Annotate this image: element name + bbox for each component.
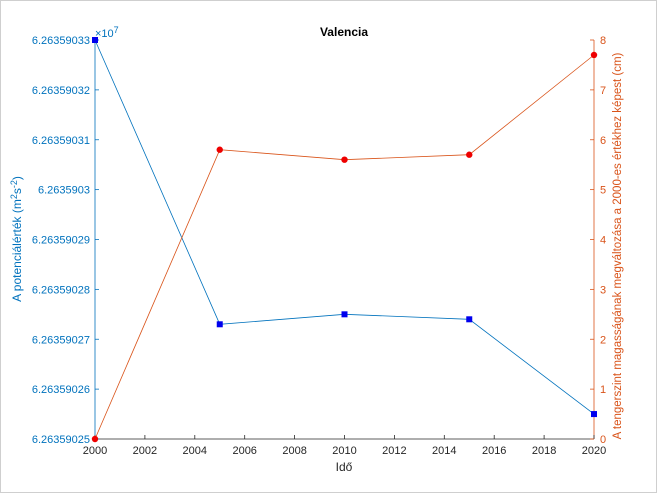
y-left-tick-label: 6.26359032 <box>32 85 90 97</box>
y-right-tick-label: 4 <box>600 235 606 247</box>
y-left-tick-label: 6.26359028 <box>32 284 90 296</box>
x-tick-label: 2000 <box>83 445 107 457</box>
x-tick-label: 2006 <box>232 445 256 457</box>
x-tick-label: 2010 <box>332 445 356 457</box>
series <box>91 37 598 443</box>
x-tick-label: 2018 <box>532 445 556 457</box>
y-right-tick-label: 2 <box>600 334 606 346</box>
data-point-potential <box>216 321 223 328</box>
x-tick-label: 2012 <box>382 445 406 457</box>
y-right-tick-label: 6 <box>600 135 606 147</box>
y-left-tick-label: 6.26359031 <box>32 135 90 147</box>
data-point-sea-level <box>341 156 348 163</box>
y-left-tick-label: 6.26359027 <box>32 334 90 346</box>
ticks: 2000 2002 2004 2006 2008 2010 2012 2014 2016 2018… <box>32 35 606 457</box>
x-tick-label: 2016 <box>482 445 506 457</box>
y-right-tick-label: 3 <box>600 284 606 296</box>
data-point-potential <box>341 311 348 318</box>
data-point-sea-level <box>216 146 223 153</box>
x-tick-label: 2004 <box>183 445 207 457</box>
chart-title: Valencia <box>320 25 368 39</box>
y-right-tick-label: 5 <box>600 185 606 197</box>
y-axis-left-label: A potenciálérték (m2s-2) <box>9 176 24 302</box>
data-point-potential <box>92 37 98 43</box>
y-left-tick-label: 6.26359033 <box>32 35 90 47</box>
y-left-tick-label: 6.26359025 <box>32 434 90 446</box>
y-right-tick-label: 8 <box>600 35 606 47</box>
x-tick-label: 2008 <box>282 445 306 457</box>
left-axis-multiplier: ×107 <box>95 25 119 40</box>
y-left-tick-label: 6.26359029 <box>32 235 90 247</box>
y-right-tick-label: 7 <box>600 85 606 97</box>
y-axis-right-label: A tengerszint magasságának megváltozása … <box>612 52 624 439</box>
plot-area <box>95 40 594 439</box>
y-right-tick-label: 0 <box>600 434 606 446</box>
y-left-tick-label: 6.2635903 <box>38 185 90 197</box>
y-right-tick-label: 1 <box>600 384 606 396</box>
data-point-sea-level <box>466 151 473 158</box>
data-point-potential <box>591 411 597 418</box>
x-tick-label: 2002 <box>133 445 157 457</box>
x-tick-label: 2020 <box>582 445 606 457</box>
y-left-tick-label: 6.26359026 <box>32 384 90 396</box>
data-point-sea-level <box>91 435 99 443</box>
data-point-potential <box>466 316 473 323</box>
x-tick-label: 2014 <box>432 445 456 457</box>
x-axis-label: Idő <box>336 460 353 474</box>
data-point-sea-level <box>590 51 598 59</box>
